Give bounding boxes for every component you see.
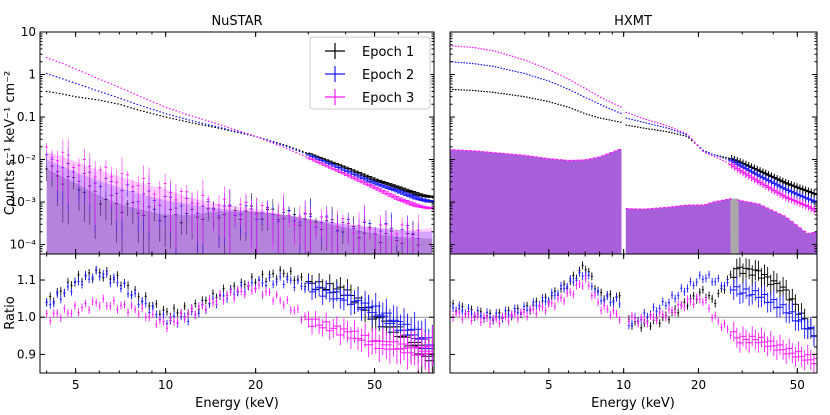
hxmt-x-tick-label: 5 <box>545 378 553 392</box>
bottom-y-axis-label: Ratio <box>3 296 18 329</box>
nustar-x-tick-label: 5 <box>72 378 80 392</box>
hxmt-ratio-epoch-3 <box>450 274 817 373</box>
legend-entry-epoch-3: Epoch 3 <box>325 89 414 106</box>
legend-box <box>309 36 431 110</box>
nustar-x-tick-label: 20 <box>248 378 263 392</box>
nustar-background-region-epoch-1 <box>46 169 433 254</box>
hxmt-x-tick-label: 10 <box>616 378 631 392</box>
hxmt-bottom-frame <box>449 253 818 374</box>
top-y-tick-label: 10 <box>21 25 36 39</box>
hxmt-x-tick-label: 50 <box>790 378 805 392</box>
bottom-y-tick-label: 0.9 <box>17 347 36 361</box>
hxmt-background-gap <box>730 198 739 254</box>
hxmt-panel-title: HXMT <box>614 14 652 29</box>
nustar-ratio-epoch-3 <box>45 281 434 373</box>
legend-label-epoch-3: Epoch 3 <box>362 91 414 106</box>
hxmt-background-region <box>738 200 817 254</box>
hxmt-background-edge <box>450 149 817 235</box>
nustar-x-axis-label: Energy (keV) <box>195 396 279 411</box>
nustar-spectra <box>45 56 434 211</box>
nustar-bottom-frame <box>39 253 435 374</box>
hxmt-background-fill <box>450 148 817 254</box>
nustar-x-tick-label: 10 <box>158 378 173 392</box>
hxmt-x-tick-label: 20 <box>691 378 706 392</box>
hxmt-background-region <box>625 198 731 254</box>
hxmt-x-axis-label: Energy (keV) <box>591 396 675 411</box>
bottom-y-tick-label: 1.0 <box>17 310 36 324</box>
legend: Epoch 1 Epoch 2 Epoch 3 <box>309 36 431 110</box>
nustar-background-region-epoch-3 <box>46 152 433 254</box>
nustar-background-points-epoch-3 <box>45 139 420 254</box>
nustar-ratio-epoch-1 <box>45 265 434 373</box>
top-y-tick-label: 10⁻² <box>10 153 37 167</box>
top-y-tick-label: 1 <box>28 68 36 82</box>
legend-entry-epoch-1: Epoch 1 <box>325 43 414 60</box>
nustar-spectrum-epoch-3 <box>45 56 434 211</box>
nustar-ratios <box>40 265 434 373</box>
hxmt-ratio-epoch-2 <box>450 268 817 347</box>
legend-entry-epoch-2: Epoch 2 <box>325 66 414 83</box>
nustar-panel-title: NuSTAR <box>211 14 262 29</box>
nustar-spectrum-epoch-2 <box>45 73 434 204</box>
legend-label-epoch-1: Epoch 1 <box>362 45 414 60</box>
top-y-tick-label: 10⁻³ <box>10 195 37 209</box>
bottom-y-tick-label: 1.1 <box>17 273 36 287</box>
nustar-x-tick-label: 50 <box>367 378 382 392</box>
hxmt-ratios <box>450 257 817 373</box>
top-y-axis-label: Counts s⁻¹ keV⁻¹ cm⁻² <box>3 71 18 216</box>
nustar-background-region-epoch-2 <box>46 159 433 254</box>
legend-label-epoch-2: Epoch 2 <box>362 68 414 83</box>
hxmt-spectra <box>450 44 817 216</box>
top-y-tick-label: 10⁻⁴ <box>10 238 37 252</box>
top-y-tick-label: 0.1 <box>17 110 36 124</box>
nustar-background-fill <box>45 139 433 254</box>
hxmt-background-region <box>450 148 622 254</box>
